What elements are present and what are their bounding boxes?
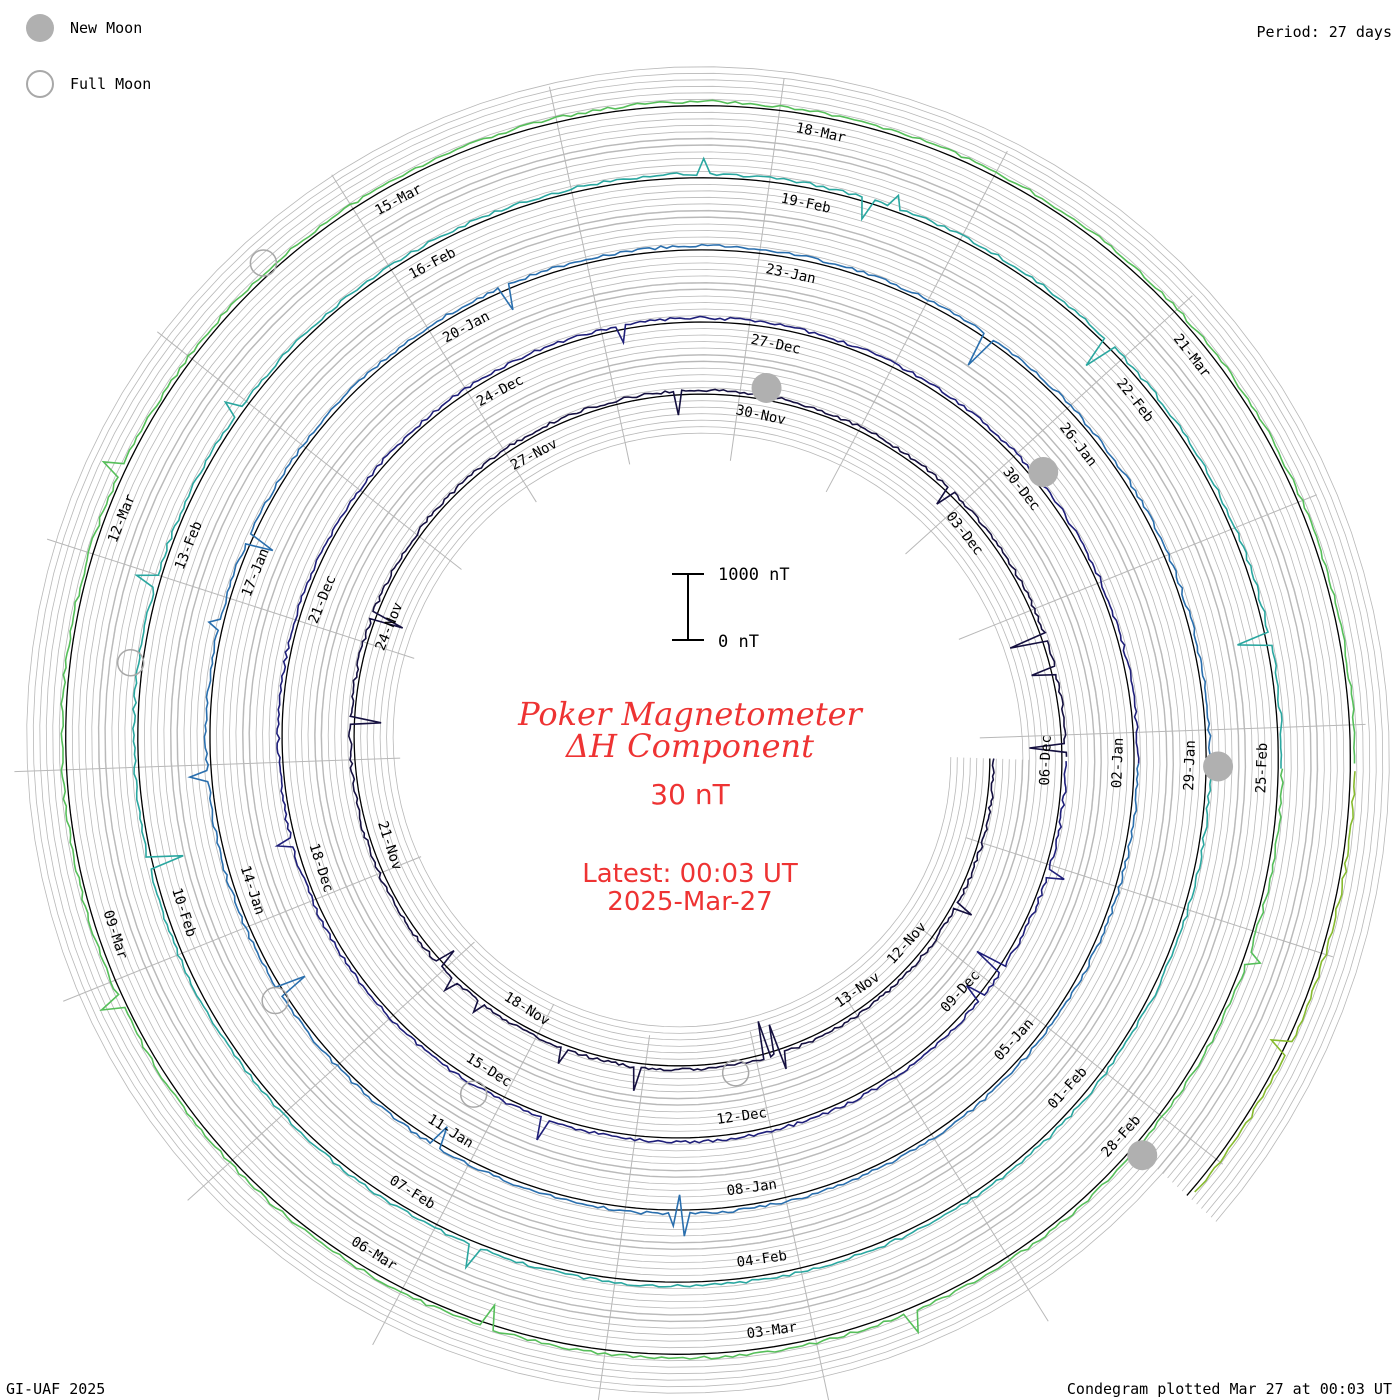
scale-top-label: 1000 nT xyxy=(718,565,790,585)
date-label: 08-Jan xyxy=(726,1177,778,1200)
trace-rotation xyxy=(187,243,1212,1237)
grid-spiral-ring xyxy=(58,98,1358,1362)
trace-rotation xyxy=(1194,771,1356,1193)
scale-bottom-label: 0 nT xyxy=(718,632,759,652)
new-moon-marker xyxy=(1203,751,1234,782)
full-moon-label: Full Moon xyxy=(70,75,152,93)
full-moon-marker xyxy=(721,1059,750,1087)
trace-rotation xyxy=(132,156,1283,1288)
date-label: 19-Feb xyxy=(779,191,832,217)
date-label: 02-Jan xyxy=(1109,737,1127,788)
grid-spiral-ring xyxy=(91,131,1325,1329)
grid-spiral-ring xyxy=(84,124,1332,1336)
grid-spiral-ring xyxy=(97,137,1319,1323)
full-moon-marker xyxy=(116,648,145,677)
footer-credit: GI-UAF 2025 xyxy=(6,1380,106,1398)
grid-spoke xyxy=(729,78,785,461)
latest-time-line: Latest: 00:03 UT xyxy=(582,859,798,889)
new-moon-marker xyxy=(1028,457,1059,488)
date-label: 12-Dec xyxy=(716,1105,768,1128)
grid-spoke xyxy=(156,331,462,570)
scale-bar: 1000 nT 0 nT xyxy=(672,565,790,652)
date-label: 06-Dec xyxy=(1037,735,1055,786)
baseline-layer xyxy=(65,105,1351,1355)
grid-spoke xyxy=(965,837,1334,958)
plot-title: Poker Magnetometer ΔH Component xyxy=(440,698,940,762)
grid-spoke xyxy=(63,856,422,1002)
plot-title-line2: ΔH Component xyxy=(565,727,815,765)
date-label: 25-Feb xyxy=(1253,742,1271,793)
grid-spoke xyxy=(918,926,1224,1165)
trace-layer xyxy=(60,99,1356,1360)
grid-spiral-ring xyxy=(71,111,1345,1349)
grid-spiral-ring xyxy=(39,79,1377,1381)
footer-plot-time: Condegram plotted Mar 27 at 00:03 UT xyxy=(1066,1380,1392,1398)
legend-new-moon: New Moon xyxy=(26,14,142,42)
grid-spoke xyxy=(843,993,1049,1322)
scale-value: 30 nT xyxy=(650,778,730,811)
full-moon-marker xyxy=(249,249,278,277)
latest-time: Latest: 00:03 UT 2025-Mar-27 xyxy=(490,860,890,916)
date-label: 23-Jan xyxy=(764,261,817,287)
grid-spoke xyxy=(187,941,475,1201)
full-moon-icon xyxy=(26,70,54,98)
trace-rotation xyxy=(347,388,1068,1091)
grid-spiral-ring xyxy=(52,92,1364,1368)
date-label: 27-Dec xyxy=(749,332,802,358)
latest-date-line: 2025-Mar-27 xyxy=(607,887,773,917)
date-label: 03-Mar xyxy=(746,1319,798,1342)
date-label: 04-Feb xyxy=(736,1248,788,1271)
legend-full-moon: Full Moon xyxy=(26,70,151,98)
new-moon-label: New Moon xyxy=(70,19,143,37)
period-label: Period: 27 days xyxy=(1256,23,1392,41)
grid-spoke xyxy=(331,174,537,503)
grid-spiral-ring xyxy=(26,66,1390,1394)
new-moon-marker xyxy=(751,372,782,403)
baseline-spiral xyxy=(65,105,1351,1355)
full-moon-marker xyxy=(261,986,289,1015)
date-label: 18-Mar xyxy=(794,120,847,146)
trace-rotation xyxy=(60,99,1356,1360)
full-moon-marker xyxy=(459,1080,488,1108)
grid-spiral-ring xyxy=(78,118,1338,1342)
moon-layer xyxy=(116,249,1234,1171)
trace-rotation xyxy=(274,315,1140,1144)
grid-spiral-ring xyxy=(32,72,1384,1388)
grid-spiral-ring xyxy=(45,85,1371,1375)
grid-spiral-ring xyxy=(104,144,1312,1316)
new-moon-icon xyxy=(26,14,54,42)
new-moon-marker xyxy=(1127,1140,1158,1171)
date-label: 30-Nov xyxy=(734,402,787,428)
grid-spoke xyxy=(825,150,1008,493)
date-label: 29-Jan xyxy=(1181,740,1199,791)
plot-title-line1: Poker Magnetometer xyxy=(518,695,862,733)
